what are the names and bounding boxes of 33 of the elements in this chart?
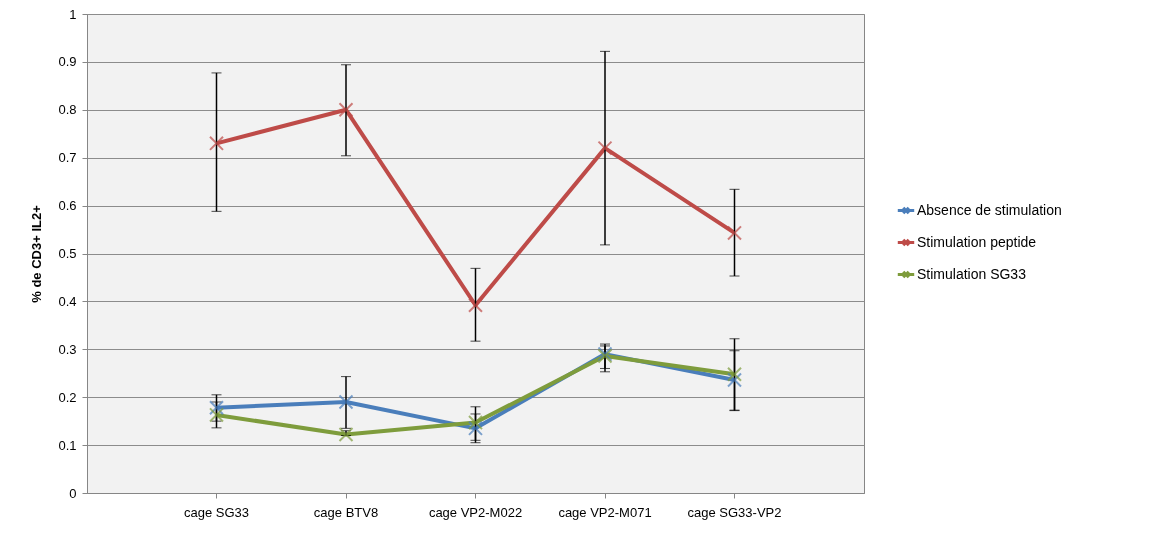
y-tick-label: 0.1	[58, 437, 77, 453]
point	[467, 297, 484, 313]
point	[726, 366, 743, 382]
y-tick-label: 0.5	[58, 246, 77, 261]
point	[467, 415, 484, 431]
y-tick-label: 0.7	[58, 150, 77, 166]
point	[726, 225, 743, 241]
x-tick-label: cage VP2-M071	[558, 504, 652, 520]
x-tick-label: cage SG33-VP2	[687, 504, 782, 520]
point	[338, 102, 354, 118]
y-tick-label: 0.9	[58, 54, 77, 70]
y-tick-label: 0.6	[58, 198, 77, 214]
point	[597, 140, 613, 156]
y-tick-label: 1	[69, 6, 77, 22]
point	[338, 394, 354, 410]
point	[338, 427, 354, 443]
y-tick-label: 0.4	[58, 293, 77, 309]
point	[208, 407, 225, 423]
point	[726, 372, 743, 388]
y-axis-title: % de CD3+ IL2+	[29, 204, 45, 303]
x-tick-label: cage VP2-M022	[428, 504, 523, 520]
legend-label: Stimulation peptide	[917, 233, 1037, 250]
y-tick-label: 0	[69, 485, 77, 501]
point	[208, 400, 225, 416]
point	[467, 420, 484, 436]
x-tick-label: cage SG33	[183, 504, 250, 520]
legend-label: Absence de stimulation	[917, 201, 1062, 218]
y-tick-label: 0.2	[58, 389, 77, 405]
y-tick-label: 0.3	[58, 341, 77, 357]
x-tick-label: cage BTV8	[313, 504, 379, 520]
y-tick-label: 0.8	[58, 102, 77, 118]
legend-label: Stimulation SG33	[917, 265, 1027, 282]
point	[208, 135, 225, 151]
